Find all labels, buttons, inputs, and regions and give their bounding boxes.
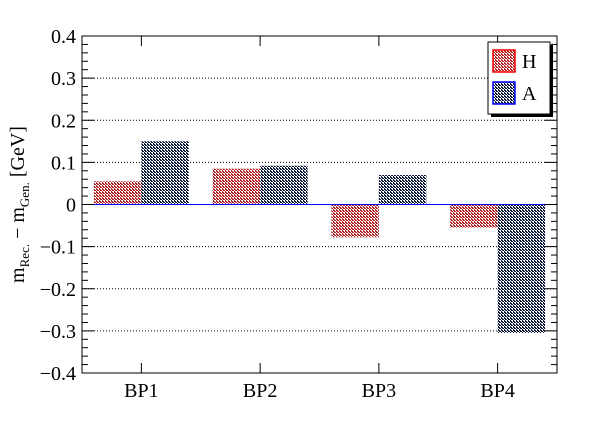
bar-A-BP4 <box>497 204 546 333</box>
y-axis-ticks: −0.4 −0.3 −0.2 −0.1 0 0.1 0.2 0.3 0.4 <box>40 26 557 385</box>
x-tick-label: BP1 <box>124 380 158 402</box>
bar-H-BP3 <box>331 204 379 238</box>
bar-A-BP1 <box>141 141 189 205</box>
legend: HA <box>487 41 553 117</box>
y-tick-label: −0.3 <box>40 321 76 343</box>
y-axis-label: mRec. − mGen. [GeV] <box>7 126 32 283</box>
y-tick-label: 0 <box>66 195 76 217</box>
legend-label-A: A <box>522 83 537 105</box>
y-tick-label: 0.1 <box>51 152 76 174</box>
bar-H-BP4 <box>450 204 498 228</box>
y-tick-label: −0.4 <box>40 363 76 385</box>
legend-label-H: H <box>522 51 536 73</box>
x-tick-label: BP4 <box>480 380 514 402</box>
bars <box>93 141 546 333</box>
bar-A-BP3 <box>378 175 427 205</box>
y-tick-label: 0.2 <box>51 110 76 132</box>
y-tick-label: −0.2 <box>40 279 76 301</box>
bar-H-BP2 <box>212 168 261 205</box>
y-tick-label: 0.4 <box>51 26 76 48</box>
bar-A-BP2 <box>260 165 308 205</box>
legend-swatch-H <box>492 49 516 73</box>
bar-H-BP1 <box>93 181 142 205</box>
y-tick-label: −0.1 <box>40 237 76 259</box>
x-axis-ticks: BP1 BP2 BP3 BP4 <box>124 36 515 402</box>
y-tick-label: 0.3 <box>51 68 76 90</box>
legend-swatch-A <box>492 81 516 105</box>
x-tick-label: BP2 <box>243 380 277 402</box>
grid-lines <box>82 77 557 332</box>
x-tick-label: BP3 <box>362 380 396 402</box>
